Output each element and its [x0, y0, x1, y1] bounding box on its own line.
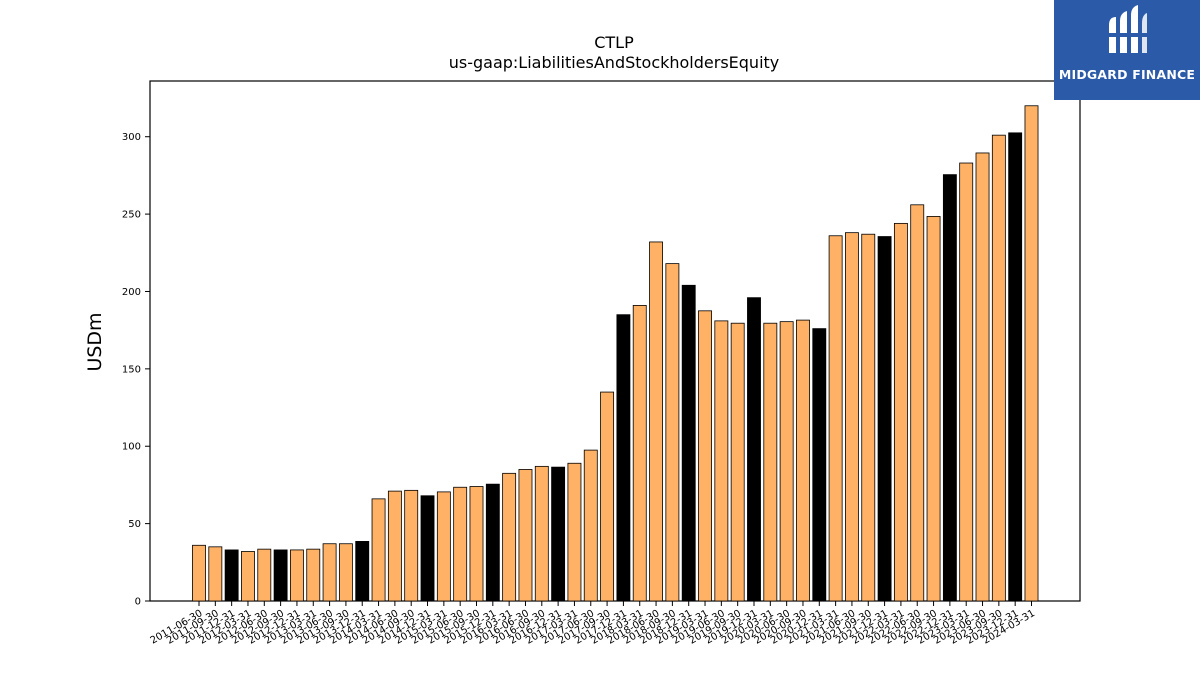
brand-logo: MIDGARD FINANCE [1054, 0, 1200, 100]
x-axis: 2011-06-302011-09-302011-12-312012-03-31… [149, 601, 1037, 647]
bar [420, 495, 435, 602]
bar [1024, 105, 1039, 602]
bar [371, 498, 386, 602]
bar [404, 489, 419, 602]
bar [518, 469, 533, 602]
bar [632, 305, 647, 602]
bar [192, 544, 206, 602]
bar [681, 284, 696, 602]
bar [714, 320, 729, 602]
bar [306, 548, 321, 602]
bar [796, 319, 810, 602]
bar [877, 236, 892, 602]
bar [763, 322, 778, 602]
y-tick-label: 200 [122, 287, 141, 298]
y-axis-label: USDm [84, 312, 106, 371]
bar [208, 546, 223, 602]
bar [747, 297, 761, 602]
bar [828, 235, 843, 602]
bar [926, 216, 941, 602]
bar [338, 543, 353, 602]
y-tick-label: 50 [128, 519, 141, 530]
plot-frame [149, 80, 1081, 602]
bar [665, 263, 680, 602]
midgard-logo-icon [1106, 5, 1148, 53]
bar [469, 486, 484, 602]
bar [551, 466, 566, 602]
y-tick-label: 300 [122, 132, 141, 143]
bar [1008, 132, 1023, 602]
bar [600, 391, 615, 602]
bar [698, 310, 712, 602]
bar [861, 233, 876, 602]
bar [567, 462, 582, 602]
bar [534, 465, 549, 602]
bar [959, 162, 974, 602]
bar [910, 204, 925, 602]
bar [322, 543, 337, 602]
bar [649, 241, 663, 602]
bar [436, 491, 451, 602]
y-tick-label: 250 [122, 210, 141, 221]
brand-name: MIDGARD FINANCE [1058, 67, 1196, 82]
bar [453, 486, 468, 602]
y-axis: 0 50 100 150 200 250 300 [122, 132, 150, 608]
bar [355, 541, 370, 602]
y-tick-label: 0 [135, 597, 141, 608]
y-tick-label: 150 [122, 364, 141, 375]
bar [616, 314, 631, 602]
bar [730, 322, 745, 602]
bar [942, 174, 957, 602]
bar [502, 472, 517, 602]
bar [779, 321, 794, 602]
bar [893, 222, 908, 602]
bars [192, 105, 1039, 602]
chart-subtitle: us-gaap:LiabilitiesAndStockholdersEquity [449, 53, 780, 72]
chart-title: CTLP [594, 33, 634, 52]
bar [583, 449, 598, 602]
bar [991, 134, 1006, 602]
bar [257, 548, 272, 602]
bar [273, 549, 288, 602]
bar [975, 152, 990, 602]
y-tick-label: 100 [122, 442, 141, 453]
bar [812, 328, 827, 602]
bar [485, 483, 500, 602]
bar [224, 549, 239, 602]
bar [387, 490, 402, 602]
bar [241, 551, 255, 602]
bar [845, 232, 859, 602]
bar [290, 549, 304, 602]
